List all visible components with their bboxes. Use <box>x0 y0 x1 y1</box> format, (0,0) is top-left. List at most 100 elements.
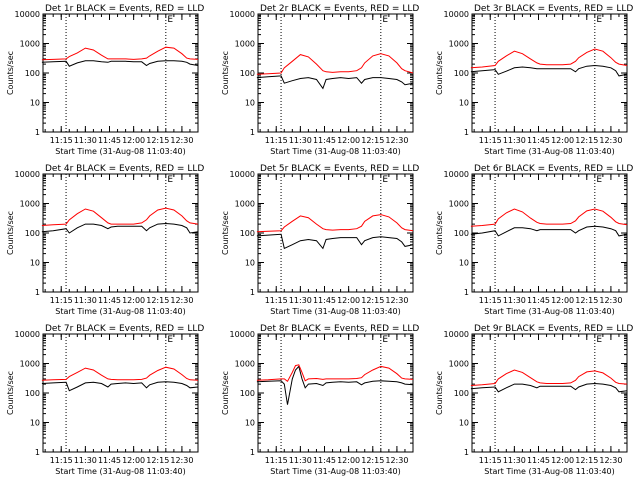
series-lld-line <box>41 366 199 381</box>
xtick-label: 12:30 <box>385 456 408 465</box>
ytick-label: 100 <box>25 389 40 398</box>
xtick-label: 11:45 <box>98 136 121 145</box>
ytick-label: 100 <box>240 69 255 78</box>
ytick-label: 1 <box>250 128 255 137</box>
xtick-label: 11:45 <box>313 456 336 465</box>
series-events-line <box>470 225 628 237</box>
xtick-label: 11:45 <box>98 456 121 465</box>
ytick-label: 1000 <box>20 200 40 209</box>
xtick-label: 11:15 <box>479 456 502 465</box>
panel-title: Det 6r BLACK = Events, RED = LLD <box>474 164 633 174</box>
xtick-label: 11:45 <box>527 456 550 465</box>
panel-marker: E <box>382 175 388 185</box>
xtick-label: 12:15 <box>575 136 598 145</box>
panel-title: Det 2r BLACK = Events, RED = LLD <box>260 4 419 14</box>
series-events-line <box>256 233 414 250</box>
series-events-line <box>41 60 199 67</box>
x-axis-label: Start Time (31-Aug-08 11:03:40) <box>270 307 401 316</box>
ytick-label: 10 <box>245 259 255 268</box>
panel-marker: E <box>596 15 602 25</box>
ytick-label: 1 <box>35 288 40 297</box>
y-axis-label: Counts/sec <box>221 211 230 255</box>
ytick-label: 100 <box>454 69 469 78</box>
series-events-line <box>41 381 199 392</box>
xtick-label: 11:30 <box>289 136 312 145</box>
ytick-label: 10 <box>30 259 40 268</box>
ytick-label: 1000 <box>449 40 469 49</box>
series-lld-line <box>256 53 414 75</box>
ytick-label: 10 <box>459 99 469 108</box>
xtick-label: 12:00 <box>122 136 145 145</box>
xtick-label: 11:15 <box>479 296 502 305</box>
xtick-label: 11:30 <box>74 296 97 305</box>
panel-title: Det 1r BLACK = Events, RED = LLD <box>45 4 204 14</box>
series-events-line <box>41 222 199 234</box>
ytick-label: 10 <box>30 419 40 428</box>
plot-frame <box>42 13 199 133</box>
ytick-label: 10 <box>459 419 469 428</box>
panel-title: Det 3r BLACK = Events, RED = LLD <box>474 4 633 14</box>
xtick-label: 11:15 <box>50 456 73 465</box>
y-axis-label: Counts/sec <box>6 371 15 415</box>
series-events-line <box>470 64 628 77</box>
xtick-label: 12:30 <box>170 456 193 465</box>
panel-marker: E <box>382 15 388 25</box>
panel-marker: E <box>596 175 602 185</box>
series-lld-line <box>41 207 199 226</box>
ytick-label: 1 <box>464 448 469 457</box>
xtick-label: 11:15 <box>50 136 73 145</box>
x-axis-label: Start Time (31-Aug-08 11:03:40) <box>484 467 615 476</box>
ytick-label: 1000 <box>449 200 469 209</box>
panel-marker: E <box>382 335 388 345</box>
ytick-label: 1 <box>250 288 255 297</box>
ytick-label: 1 <box>35 128 40 137</box>
xtick-label: 11:45 <box>98 296 121 305</box>
ytick-label: 1 <box>35 448 40 457</box>
ytick-label: 1000 <box>449 360 469 369</box>
xtick-label: 12:00 <box>337 456 360 465</box>
series-events-line <box>256 75 414 90</box>
xtick-label: 12:15 <box>575 456 598 465</box>
series-lld-line <box>470 369 628 386</box>
ytick-label: 1 <box>464 128 469 137</box>
xtick-label: 11:30 <box>74 456 97 465</box>
x-axis-label: Start Time (31-Aug-08 11:03:40) <box>270 147 401 156</box>
ytick-label: 100 <box>25 229 40 238</box>
ytick-label: 100 <box>25 69 40 78</box>
plot-frame <box>42 333 199 453</box>
ytick-label: 1 <box>250 448 255 457</box>
xtick-label: 12:00 <box>337 136 360 145</box>
xtick-label: 11:45 <box>527 296 550 305</box>
xtick-label: 12:15 <box>146 296 169 305</box>
xtick-label: 12:00 <box>551 136 574 145</box>
ytick-label: 100 <box>454 229 469 238</box>
xtick-label: 12:15 <box>575 296 598 305</box>
ytick-label: 10000 <box>15 170 40 179</box>
xtick-label: 12:30 <box>170 296 193 305</box>
series-events-line <box>256 365 414 405</box>
xtick-label: 11:15 <box>265 136 288 145</box>
xtick-label: 12:00 <box>122 456 145 465</box>
panel-title: Det 7r BLACK = Events, RED = LLD <box>45 324 204 334</box>
xtick-label: 12:15 <box>361 136 384 145</box>
plot-frame <box>471 13 628 133</box>
panel-title: Det 9r BLACK = Events, RED = LLD <box>474 324 633 334</box>
y-axis-label: Counts/sec <box>221 51 230 95</box>
xtick-label: 12:30 <box>170 136 193 145</box>
panel-title: Det 4r BLACK = Events, RED = LLD <box>45 164 204 174</box>
ytick-label: 100 <box>240 389 255 398</box>
panel-title: Det 5r BLACK = Events, RED = LLD <box>260 164 419 174</box>
y-axis-label: Counts/sec <box>435 371 444 415</box>
xtick-label: 11:30 <box>503 456 526 465</box>
xtick-label: 11:30 <box>503 136 526 145</box>
plot-frame <box>471 173 628 293</box>
x-axis-label: Start Time (31-Aug-08 11:03:40) <box>270 467 401 476</box>
plot-frame <box>257 333 414 453</box>
ytick-label: 10000 <box>444 10 469 19</box>
